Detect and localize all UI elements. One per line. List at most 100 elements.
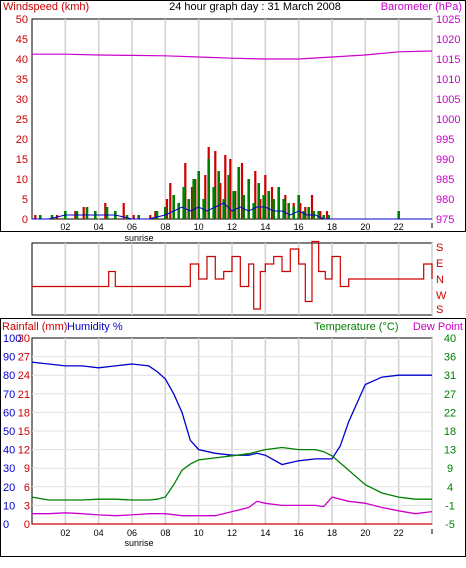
average-bar [197,171,200,219]
average-bar [232,191,235,219]
rainfall-tick-labels: 0 3 6 9 12 15 18 21 24 27 30 [18,333,30,531]
humidity-tick-label: 70 [3,389,15,401]
rainfall-tick-label: 0 [24,519,30,531]
humidity-tick-label: 90 [3,352,15,364]
average-bar [207,159,210,219]
bottom-x-tick-label: 18 [327,528,337,538]
gust-bar [82,207,85,219]
average-bar [172,195,175,219]
gust-bar [214,151,217,219]
gust-bar [104,203,107,219]
bottom-x-tick-label: 22 [394,528,404,538]
humidity-axis-label: Humidity % [67,321,123,333]
windspeed-grid [64,19,433,219]
average-bar [282,199,285,219]
average-bar [307,207,310,219]
windspeed-tick-label: 45 [16,34,28,46]
windspeed-tick-label: 25 [16,114,28,126]
temperature-tick-label: 40 [444,333,456,345]
temperature-tick-labels: -5 -1 4 9 13 18 22 27 31 36 40 [444,333,456,531]
gust-bar [149,215,152,219]
top-x-tick-label: 04 [94,222,104,232]
gust-bar [304,207,307,219]
average-bar [252,203,255,219]
temperature-tick-label: 9 [447,463,453,475]
average-bar [187,199,190,219]
bottom-x-tick-label: 04 [94,528,104,538]
gust-bar [34,215,37,219]
bottom-sunrise-label: sunrise [124,538,153,548]
humidity-tick-label: 10 [3,500,15,512]
gust-bar [132,215,135,219]
rainfall-tick-label: 24 [18,370,30,382]
gust-bar [184,163,187,219]
gust-bar [165,199,169,219]
wind-direction-tick-label: S [436,304,443,316]
barometer-line [32,50,433,60]
wind-direction-tick-label: N [436,274,444,286]
average-bar [222,199,225,219]
average-bar [212,187,215,219]
average-bar [192,179,195,219]
windspeed-tick-labels: 0 5 10 15 20 25 30 35 40 45 50 [16,14,28,226]
average-bar [217,171,220,219]
top-x-tick-label: 06 [127,222,137,232]
average-bar [177,203,180,219]
rainfall-tick-label: 9 [24,463,30,475]
barometer-tick-label: 1025 [436,14,460,26]
rainfall-tick-label: 3 [24,500,30,512]
gust-bar [204,175,207,219]
gust-bar [122,203,125,219]
windspeed-tick-label: 35 [16,74,28,86]
humidity-tick-label: 30 [3,463,15,475]
humidity-tick-label: 40 [3,445,15,457]
bottom-time-tick-labels: 02 04 06 08 10 12 14 16 18 20 22 [60,528,433,538]
temperature-tick-label: 4 [447,482,453,494]
average-bar [155,211,159,219]
barometer-tick-label: 995 [436,134,454,146]
barometer-tick-label: 1000 [436,114,460,126]
windspeed-tick-label: 10 [16,174,28,186]
temperature-tick-label: 36 [444,352,456,364]
gust-bar [264,175,267,219]
barometer-tick-labels: 975 980 985 990 995 1000 1005 1010 1015 1020 1025 [436,14,460,226]
top-x-tick-label: 10 [194,222,204,232]
gust-bar [299,203,302,219]
temperature-tick-label: 13 [444,445,456,457]
gust-bar [229,159,232,219]
temperature-tick-label: 31 [444,370,456,382]
temperature-tick-label: -1 [445,500,455,512]
average-bar [267,191,270,219]
gust-bar [310,195,314,219]
average-bar [317,211,320,219]
temperature-tick-label: 18 [444,426,456,438]
temperature-tick-label: 22 [444,407,456,419]
windspeed-tick-label: 50 [16,14,28,26]
average-bar [302,211,305,219]
gust-bar [240,163,244,219]
barometer-tick-label: 1010 [436,74,460,86]
wind-series [32,50,433,220]
dew-point-line [32,496,433,517]
average-bar [50,215,54,219]
bottom-x-tick-label: 20 [360,528,370,538]
humidity-tick-label: 100 [3,333,21,345]
rainfall-tick-label: 15 [18,426,30,438]
rainfall-tick-label: 12 [18,445,30,457]
temperature-grid [32,338,433,524]
windspeed-tick-label: 40 [16,54,28,66]
humidity-tick-label: 80 [3,370,15,382]
gust-bar [319,211,322,219]
wind-direction-line-group [32,240,433,310]
windspeed-tick-label: 0 [22,214,28,226]
average-bar [105,207,109,219]
average-bar [39,215,42,219]
humidity-tick-labels: 0 10 20 30 40 50 60 70 80 90 100 [3,333,21,531]
bottom-x-tick-label: 06 [127,528,137,538]
gust-bar [325,211,329,219]
rainfall-axis-label: Rainfall (mm) [2,321,67,333]
gust-bar [219,183,222,219]
